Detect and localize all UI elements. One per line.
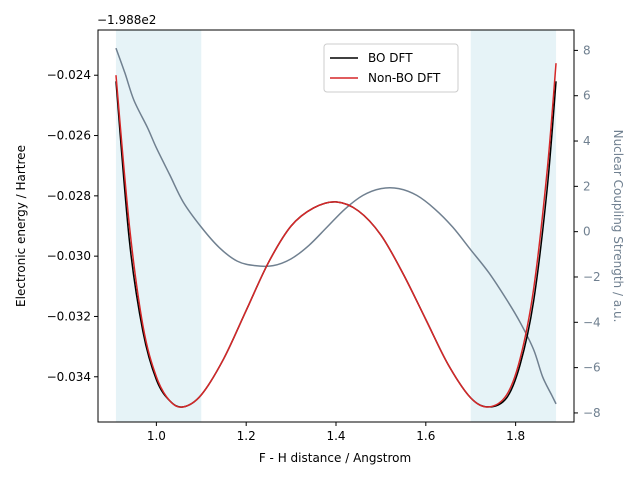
y2-axis-label: Nuclear Coupling Strength / a.u. (611, 130, 625, 323)
series-line-nuclear-coupling (115, 47, 557, 405)
series-line-non-bo-dft (115, 63, 557, 408)
y2-tick-label: −4 (583, 315, 601, 329)
legend-box (323, 43, 459, 93)
x-tick-label: 1.8 (506, 429, 525, 443)
legend: BO DFT Non-BO DFT (323, 43, 459, 93)
y2-tick-label: 4 (583, 134, 591, 148)
y-tick-label: −0.024 (47, 68, 91, 82)
legend-label-bo-dft: BO DFT (368, 51, 413, 65)
y2-axis-ticks: −8 −6 −4 −2 0 2 4 6 8 (574, 43, 601, 420)
y-axis-label: Electronic energy / Hartree (14, 145, 28, 307)
y-axis-offset-text: −1.988e2 (97, 13, 156, 27)
y-tick-label: −0.028 (47, 189, 91, 203)
y-tick-label: −0.026 (47, 129, 91, 143)
x-tick-label: 1.6 (416, 429, 435, 443)
x-axis-label: F - H distance / Angstrom (259, 451, 411, 465)
y-axis-ticks: −0.034 −0.032 −0.030 −0.028 −0.026 −0.024 (47, 68, 98, 384)
x-tick-label: 1.4 (326, 429, 345, 443)
legend-label-non-bo-dft: Non-BO DFT (368, 71, 441, 85)
y2-tick-label: 0 (583, 225, 591, 239)
x-tick-label: 1.0 (147, 429, 166, 443)
y-tick-label: −0.030 (47, 249, 91, 263)
data-lines (115, 47, 557, 408)
y2-tick-label: 6 (583, 89, 591, 103)
y-tick-label: −0.032 (47, 309, 91, 323)
y2-tick-label: −8 (583, 406, 601, 420)
x-tick-label: 1.2 (237, 429, 256, 443)
y2-tick-label: 8 (583, 43, 591, 57)
y2-tick-label: 2 (583, 179, 591, 193)
x-axis-ticks: 1.0 1.2 1.4 1.6 1.8 (147, 422, 525, 443)
y2-tick-label: −6 (583, 361, 601, 375)
y-tick-label: −0.034 (47, 370, 91, 384)
y2-tick-label: −2 (583, 270, 601, 284)
